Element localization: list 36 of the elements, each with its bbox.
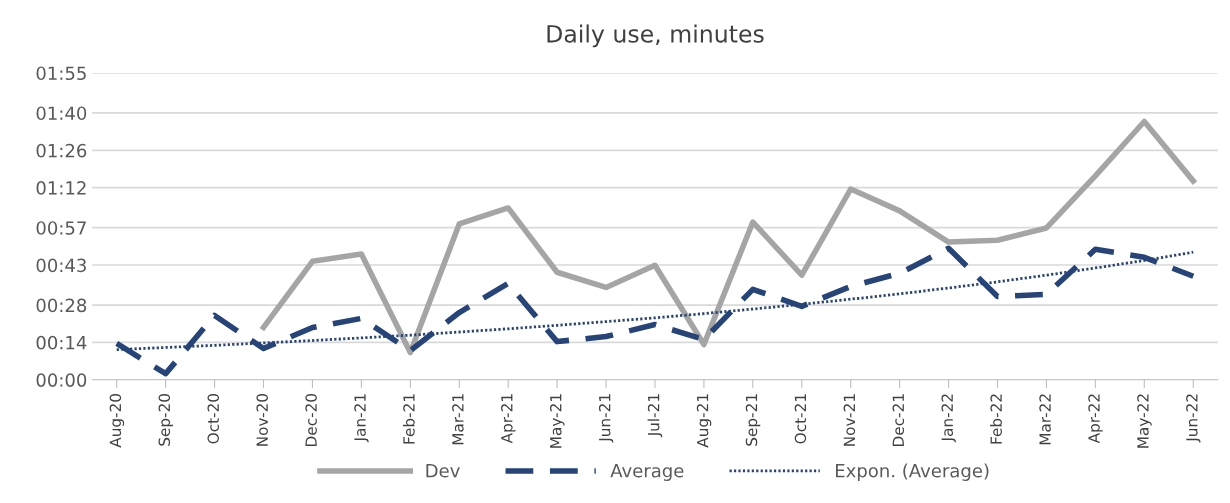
x-tick-label: Nov-21 — [843, 394, 856, 446]
x-tick-label: May-22 — [1137, 394, 1152, 448]
x-tick-label: Apr-21 — [501, 394, 516, 444]
y-tick-label: 00:57 — [36, 221, 86, 235]
y-tick-label: 00:14 — [36, 335, 87, 350]
x-tick-label: Feb-22 — [990, 394, 1002, 444]
x-tick-label: Jul-21 — [647, 394, 663, 438]
x-tick-label: Mar-22 — [1039, 394, 1051, 445]
x-tick-label: Dec-20 — [305, 393, 317, 446]
x-tick-label: Jun-21 — [598, 394, 614, 443]
y-tick-label: 00:28 — [36, 298, 87, 313]
x-tick-label: Apr-22 — [1088, 394, 1103, 444]
legend-label: Dev — [426, 464, 460, 478]
legend-label: Average — [610, 464, 684, 481]
x-tick-label: Mar-21 — [452, 394, 464, 445]
x-tick-label: Jun-22 — [1186, 394, 1201, 443]
x-tick-label: Sep-20 — [158, 393, 174, 446]
y-tick-label: 01:40 — [36, 106, 87, 121]
x-tick-label: Aug-20 — [109, 393, 125, 448]
x-tick-label: Aug-21 — [696, 394, 712, 448]
x-tick-label: Dec-21 — [892, 394, 905, 446]
y-tick-label: 00:00 — [36, 373, 87, 387]
y-tick-label: 00:43 — [36, 258, 86, 273]
x-tick-label: Oct-21 — [794, 394, 807, 444]
y-tick-label: 01:26 — [36, 143, 87, 158]
x-tick-label: May-21 — [549, 394, 565, 448]
y-tick-label: 01:12 — [36, 181, 86, 195]
chart-title: Daily use, minutes — [547, 24, 764, 48]
x-tick-label: Oct-20 — [207, 393, 220, 444]
x-tick-label: Nov-20 — [256, 393, 268, 446]
y-tick-label: 01:55 — [36, 66, 86, 81]
x-tick-label: Feb-21 — [402, 394, 415, 444]
legend-label: Expon. (Average) — [836, 463, 989, 481]
x-tick-label: Sep-21 — [745, 394, 761, 446]
x-tick-label: Jan-21 — [354, 394, 369, 443]
x-tick-label: Jan-22 — [941, 394, 956, 443]
